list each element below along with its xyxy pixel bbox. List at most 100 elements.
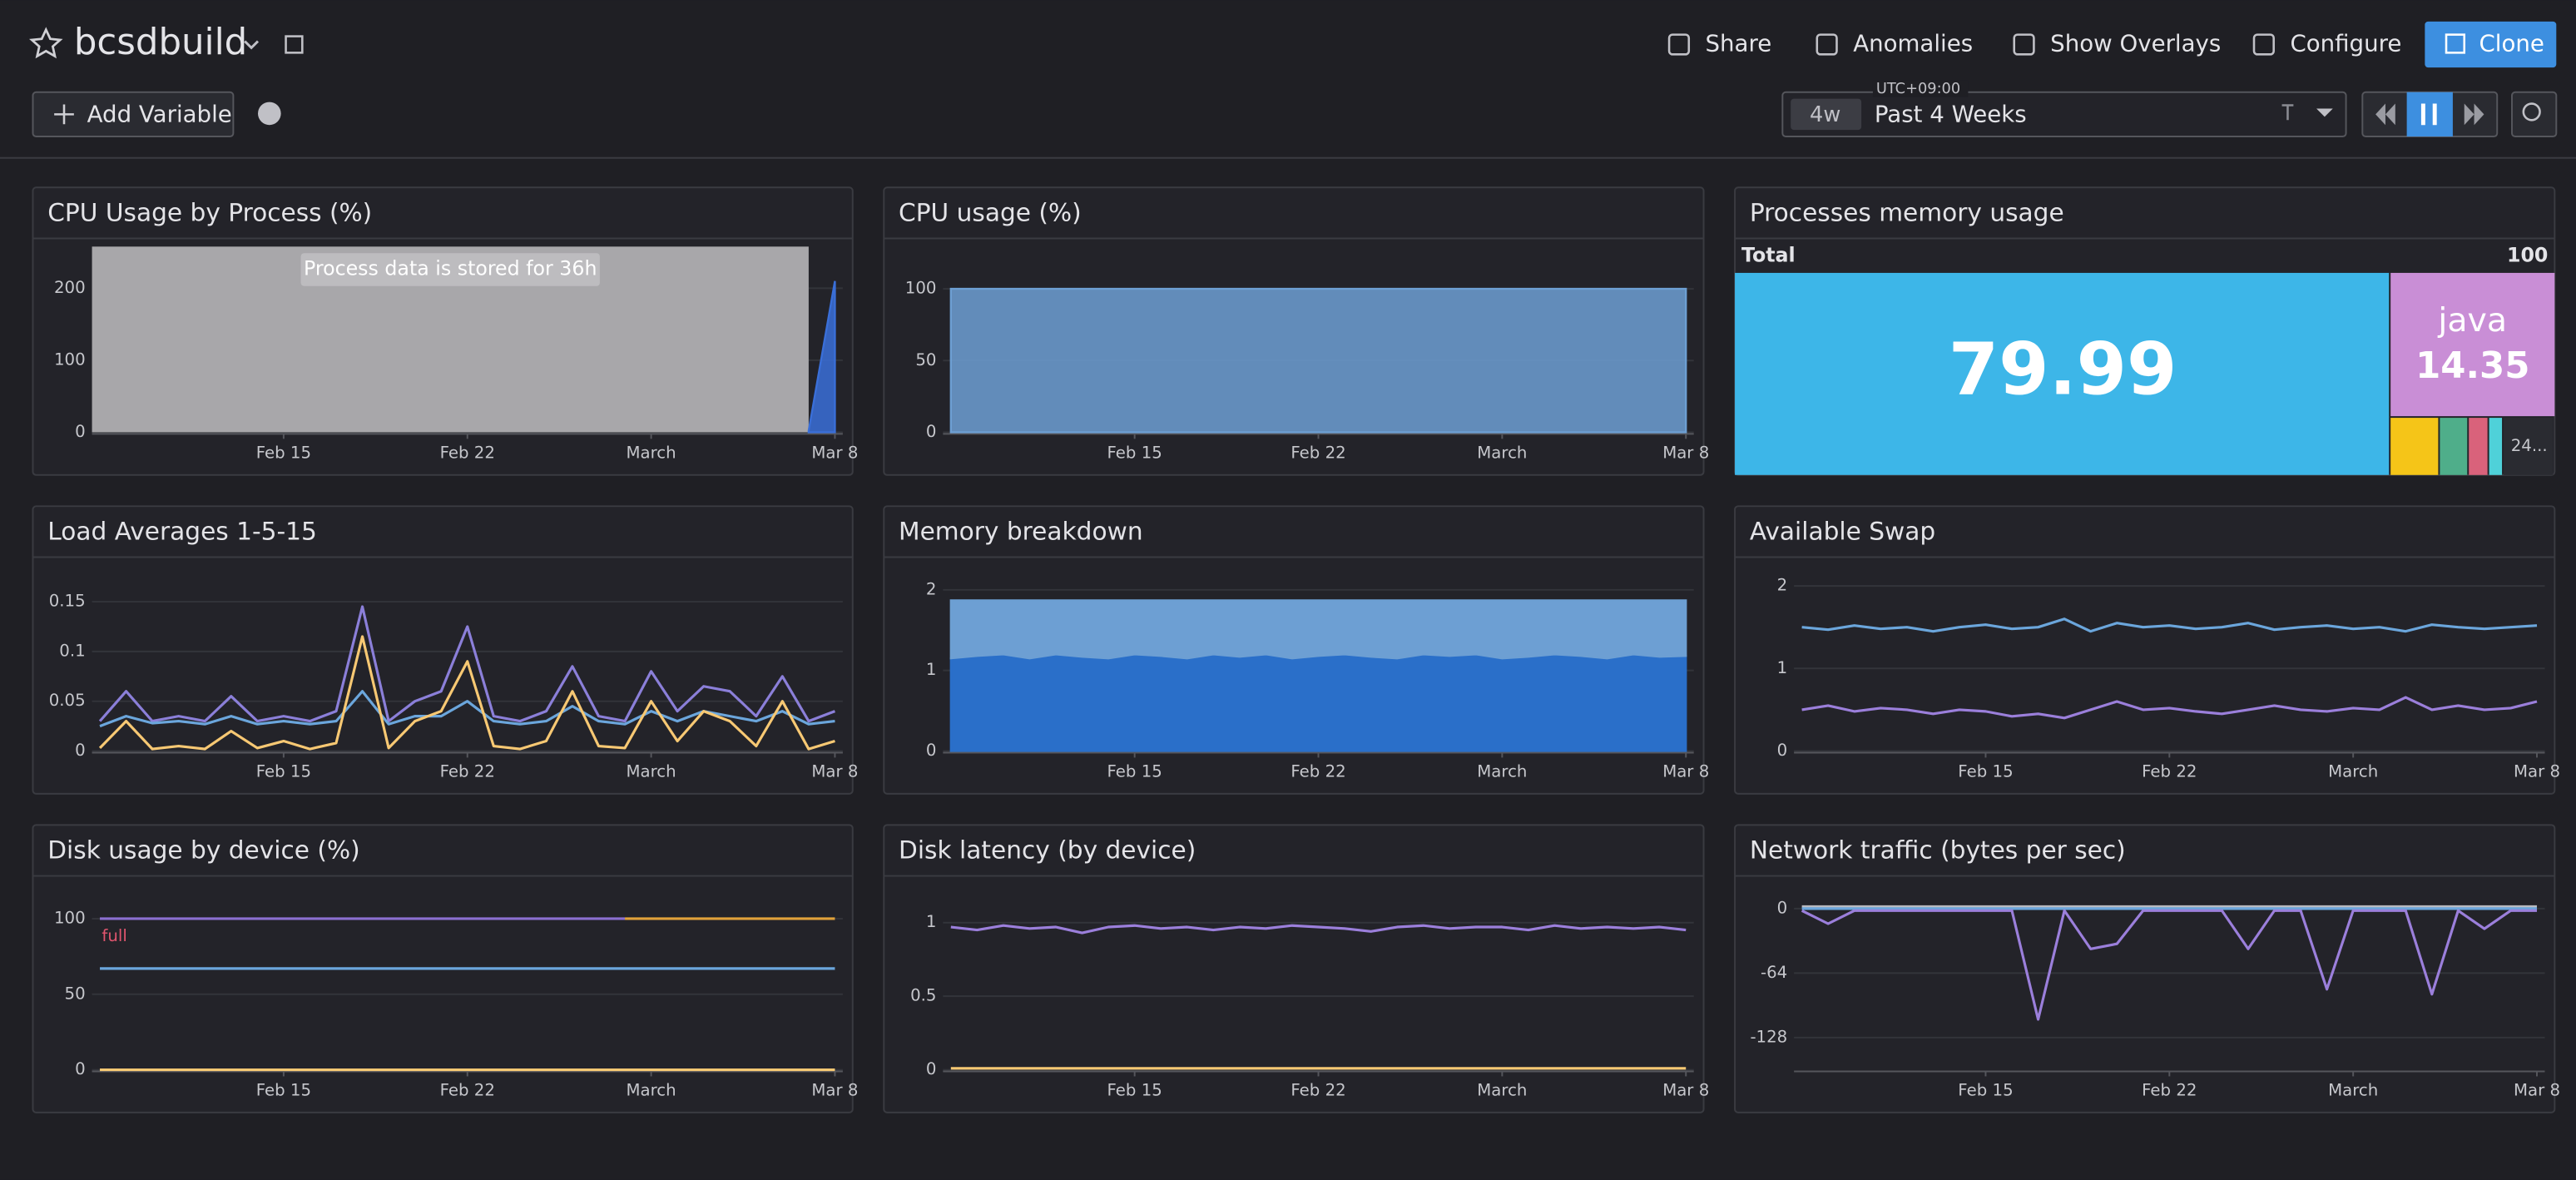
- x-tick-label: Feb 22: [440, 1081, 495, 1100]
- area: [807, 280, 836, 434]
- widget-panel: [32, 505, 854, 795]
- treemap-cell: [2390, 272, 2555, 417]
- timezone: UTC+09:00: [1876, 81, 1960, 97]
- line: [1801, 696, 2538, 720]
- x-tick-label: Feb 15: [1107, 762, 1162, 781]
- x-tick-label: Feb 22: [2142, 1081, 2197, 1100]
- action-label[interactable]: Anomalies: [1853, 29, 1973, 57]
- line: [1801, 909, 2538, 1021]
- time-dropdown[interactable]: [2316, 108, 2333, 117]
- pin-icon[interactable]: [2281, 104, 2294, 121]
- treemap-cell: [2469, 418, 2488, 475]
- area: [949, 599, 1687, 660]
- forward-button[interactable]: [2464, 103, 2484, 126]
- line: [1801, 617, 2538, 633]
- widget-title: Memory breakdown: [899, 517, 1143, 545]
- x-tick-label: March: [627, 1081, 676, 1100]
- widget-title: Available Swap: [1750, 517, 1935, 545]
- x-tick-label: March: [2328, 1081, 2378, 1100]
- annotation: Process data is stored for 36h: [304, 256, 597, 280]
- x-tick-label: March: [627, 762, 676, 781]
- widget-title: CPU usage (%): [899, 198, 1082, 226]
- y-tick-label: 1: [926, 912, 937, 931]
- dashboard-title: bcsdbuild: [74, 22, 247, 63]
- rewind-button[interactable]: [2375, 103, 2395, 126]
- x-tick-label: March: [1477, 762, 1527, 781]
- y-tick-label: 100: [54, 908, 86, 927]
- widget-title: CPU Usage by Process (%): [47, 198, 372, 226]
- help-icon[interactable]: [257, 102, 281, 126]
- time-picker[interactable]: [1781, 91, 2347, 138]
- widget-panel: [1734, 505, 2556, 795]
- y-tick-label: 0.5: [910, 986, 936, 1005]
- clone-icon: [2445, 33, 2466, 54]
- x-tick-label: Feb 22: [440, 762, 495, 781]
- treemap-cell: [2489, 418, 2503, 475]
- x-tick-label: Feb 22: [1290, 762, 1345, 781]
- y-tick-label: 100: [905, 279, 937, 298]
- y-tick-label: 0: [926, 741, 937, 760]
- x-tick-label: Mar 8: [811, 1081, 858, 1100]
- treemap-cell: [2504, 418, 2554, 475]
- action-icon[interactable]: [1816, 33, 1838, 56]
- action-icon[interactable]: [2013, 33, 2035, 56]
- x-tick-label: Mar 8: [1662, 1081, 1709, 1100]
- y-tick-label: 0: [1777, 741, 1788, 760]
- y-tick-label: 0: [926, 422, 937, 441]
- widget-panel: [1734, 824, 2556, 1113]
- y-tick-label: 0: [75, 422, 86, 441]
- zoom-button[interactable]: [2511, 91, 2558, 138]
- timezone-bg: [1872, 80, 1969, 97]
- time-short: 4w: [1810, 102, 1840, 127]
- total-value: 100: [2507, 244, 2548, 267]
- treemap-cell: [1735, 272, 2390, 475]
- y-tick-label: 0: [75, 741, 86, 760]
- y-tick-label: 50: [915, 350, 936, 369]
- time-short-box: [1791, 98, 1862, 131]
- zoom-icon: [2522, 102, 2541, 121]
- y-tick-label: 1: [926, 660, 937, 679]
- add-variable-button[interactable]: [32, 91, 235, 138]
- x-tick-label: Mar 8: [1662, 762, 1709, 781]
- treemap-cell: [2390, 418, 2439, 475]
- x-tick-label: Feb 15: [1958, 762, 2013, 781]
- y-tick-label: -128: [1750, 1027, 1787, 1046]
- clone-button[interactable]: [2425, 21, 2557, 68]
- total-label: Total: [1741, 244, 1796, 267]
- copy-icon[interactable]: [285, 35, 304, 54]
- x-tick-label: Feb 15: [1107, 444, 1162, 463]
- marker-label: full: [102, 926, 126, 945]
- line: [98, 605, 836, 723]
- action-label[interactable]: Configure: [2290, 29, 2401, 57]
- x-tick-label: Feb 22: [1290, 1081, 1345, 1100]
- y-tick-label: 0.05: [49, 691, 86, 710]
- action-label[interactable]: Show Overlays: [2050, 29, 2221, 57]
- time-range: Past 4 Weeks: [1875, 100, 2027, 127]
- line: [99, 690, 835, 728]
- x-tick-label: March: [2328, 762, 2378, 781]
- x-tick-label: March: [1477, 1081, 1527, 1100]
- x-tick-label: Feb 15: [256, 1081, 311, 1100]
- action-label[interactable]: Share: [1706, 29, 1772, 57]
- y-tick-label: 1: [1777, 658, 1788, 677]
- clone-label[interactable]: Clone: [2479, 29, 2544, 57]
- y-tick-label: 0: [1777, 898, 1788, 917]
- widget-panel: [883, 824, 1705, 1113]
- x-tick-label: Feb 15: [1958, 1081, 2013, 1100]
- action-icon[interactable]: [2252, 33, 2275, 56]
- y-tick-label: 2: [1777, 576, 1788, 595]
- annotation-box: [300, 253, 600, 286]
- line: [950, 924, 1687, 935]
- action-icon[interactable]: [1667, 33, 1691, 56]
- title-chevron[interactable]: [244, 40, 260, 50]
- treemap-value: 79.99: [1949, 327, 2177, 411]
- pause-icon: [2420, 103, 2437, 126]
- y-tick-label: 0: [926, 1059, 937, 1078]
- pause-button[interactable]: [2406, 92, 2453, 137]
- widget-title: Disk usage by device (%): [47, 835, 359, 864]
- x-tick-label: Feb 15: [256, 444, 311, 463]
- widget-title: Load Averages 1-5-15: [47, 517, 317, 545]
- x-tick-label: Feb 15: [256, 762, 311, 781]
- x-tick-label: Mar 8: [1662, 444, 1709, 463]
- star-icon[interactable]: [29, 27, 63, 59]
